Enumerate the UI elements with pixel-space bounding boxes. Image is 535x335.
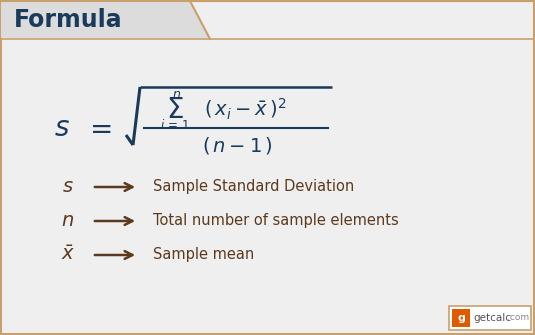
Text: $=$: $=$ xyxy=(84,114,112,142)
Text: $i\,{=}\,1$: $i\,{=}\,1$ xyxy=(160,118,190,132)
Text: $(\,n - 1\,)$: $(\,n - 1\,)$ xyxy=(202,134,272,155)
Text: $\Sigma$: $\Sigma$ xyxy=(166,96,184,124)
Polygon shape xyxy=(1,1,210,38)
Text: Sample Standard Deviation: Sample Standard Deviation xyxy=(153,180,354,195)
Text: Sample mean: Sample mean xyxy=(153,248,254,263)
Text: $s$: $s$ xyxy=(54,114,70,142)
Text: $n$: $n$ xyxy=(62,211,74,230)
Text: $s$: $s$ xyxy=(62,178,74,197)
Text: $\bar{x}$: $\bar{x}$ xyxy=(61,246,75,265)
Text: Formula: Formula xyxy=(14,8,123,32)
Bar xyxy=(452,309,470,327)
Text: Total number of sample elements: Total number of sample elements xyxy=(153,213,399,228)
Text: .com: .com xyxy=(507,314,529,323)
Text: $n$: $n$ xyxy=(172,87,181,100)
Text: g: g xyxy=(457,313,465,323)
Bar xyxy=(449,306,531,330)
Text: $(\,x_i - \bar{x}\,)^2$: $(\,x_i - \bar{x}\,)^2$ xyxy=(204,96,286,122)
Text: getcalc: getcalc xyxy=(473,313,511,323)
